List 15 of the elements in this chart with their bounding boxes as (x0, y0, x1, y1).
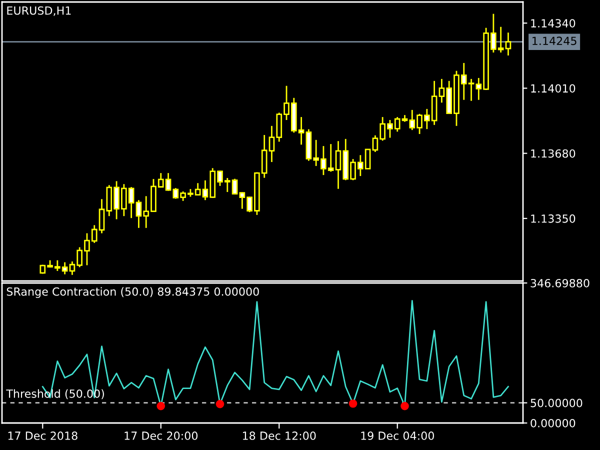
y-tick-label: 1.13680 (531, 149, 576, 158)
candlestick (505, 32, 512, 56)
x-tick-label: 18 Dec 12:00 (242, 432, 316, 440)
y-tick-label: 1.14010 (531, 84, 576, 93)
y-tick-label: 346.69880 (530, 278, 590, 288)
y-tick-label: 1.14340 (531, 19, 576, 28)
y-tick-label: 50.00000 (530, 398, 582, 408)
x-tick-label: 19 Dec 04:00 (361, 432, 434, 440)
x-tick-label: 17 Dec 20:00 (124, 432, 198, 440)
ref-line-label: 1.14245 (532, 36, 576, 46)
y-tick-label: 1.13350 (531, 214, 576, 223)
chart-title: SRange Contraction (50.0) 89.84375 0.00000 (6, 287, 259, 298)
x-tick-label: 17 Dec 2018 (8, 432, 78, 440)
chart-title: EURUSD,H1 (7, 6, 71, 16)
y-tick-label: 0.00000 (530, 418, 576, 428)
